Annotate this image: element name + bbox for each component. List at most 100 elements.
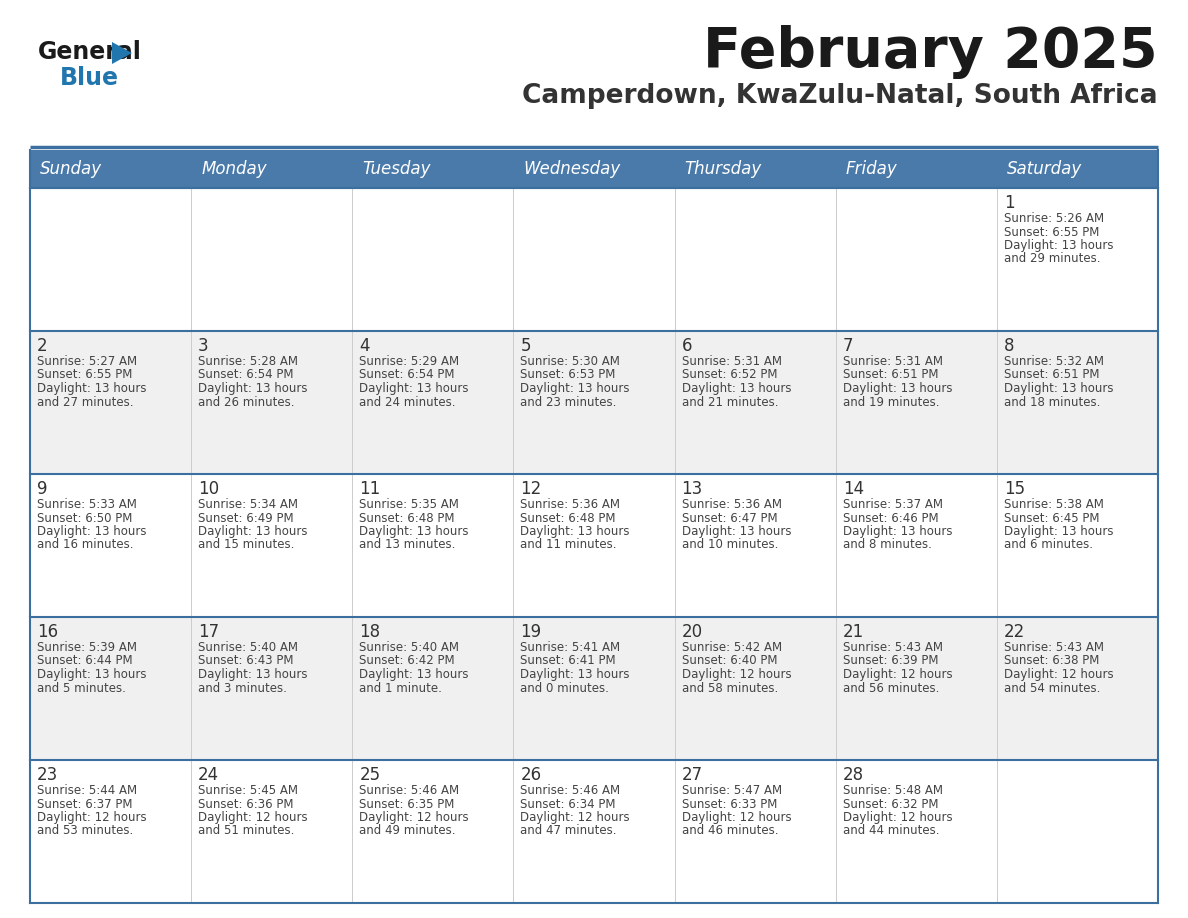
Text: Tuesday: Tuesday: [362, 160, 431, 178]
Bar: [835, 188, 997, 331]
Text: Sunrise: 5:48 AM: Sunrise: 5:48 AM: [842, 784, 943, 797]
Text: Sunrise: 5:43 AM: Sunrise: 5:43 AM: [1004, 641, 1104, 654]
Text: Sunrise: 5:42 AM: Sunrise: 5:42 AM: [682, 641, 782, 654]
Text: and 54 minutes.: and 54 minutes.: [1004, 681, 1100, 695]
Text: Monday: Monday: [201, 160, 267, 178]
Text: Daylight: 12 hours: Daylight: 12 hours: [682, 668, 791, 681]
Text: Sunset: 6:50 PM: Sunset: 6:50 PM: [37, 511, 132, 524]
Bar: [513, 188, 675, 331]
Text: and 0 minutes.: and 0 minutes.: [520, 681, 609, 695]
Text: Sunrise: 5:40 AM: Sunrise: 5:40 AM: [198, 641, 298, 654]
Text: and 19 minutes.: and 19 minutes.: [842, 396, 940, 409]
Bar: [30, 331, 191, 474]
Bar: [675, 617, 835, 760]
Text: Daylight: 13 hours: Daylight: 13 hours: [520, 525, 630, 538]
Text: Daylight: 13 hours: Daylight: 13 hours: [198, 382, 308, 395]
Text: Sunset: 6:36 PM: Sunset: 6:36 PM: [198, 798, 293, 811]
Text: Sunset: 6:46 PM: Sunset: 6:46 PM: [842, 511, 939, 524]
Text: Sunday: Sunday: [40, 160, 102, 178]
Text: Sunrise: 5:34 AM: Sunrise: 5:34 AM: [198, 498, 298, 511]
Text: Sunset: 6:51 PM: Sunset: 6:51 PM: [1004, 368, 1099, 382]
Text: and 44 minutes.: and 44 minutes.: [842, 824, 940, 837]
Text: and 18 minutes.: and 18 minutes.: [1004, 396, 1100, 409]
Text: Sunrise: 5:26 AM: Sunrise: 5:26 AM: [1004, 212, 1104, 225]
Text: Sunset: 6:44 PM: Sunset: 6:44 PM: [37, 655, 133, 667]
Text: Sunset: 6:32 PM: Sunset: 6:32 PM: [842, 798, 939, 811]
Text: and 29 minutes.: and 29 minutes.: [1004, 252, 1100, 265]
Text: General: General: [38, 40, 141, 64]
Text: 5: 5: [520, 337, 531, 355]
Bar: [997, 617, 1158, 760]
Text: Daylight: 13 hours: Daylight: 13 hours: [842, 382, 953, 395]
Bar: [513, 760, 675, 903]
Text: Sunrise: 5:43 AM: Sunrise: 5:43 AM: [842, 641, 943, 654]
Text: and 46 minutes.: and 46 minutes.: [682, 824, 778, 837]
Text: Sunset: 6:38 PM: Sunset: 6:38 PM: [1004, 655, 1099, 667]
Text: 19: 19: [520, 623, 542, 641]
Text: and 3 minutes.: and 3 minutes.: [198, 681, 287, 695]
Text: 6: 6: [682, 337, 693, 355]
Text: Blue: Blue: [61, 66, 119, 90]
Text: and 24 minutes.: and 24 minutes.: [359, 396, 456, 409]
Text: Sunset: 6:55 PM: Sunset: 6:55 PM: [37, 368, 132, 382]
Text: and 51 minutes.: and 51 minutes.: [198, 824, 295, 837]
Text: Daylight: 12 hours: Daylight: 12 hours: [842, 811, 953, 824]
Text: February 2025: February 2025: [703, 25, 1158, 79]
Text: 11: 11: [359, 480, 380, 498]
Text: and 21 minutes.: and 21 minutes.: [682, 396, 778, 409]
Text: Sunrise: 5:32 AM: Sunrise: 5:32 AM: [1004, 355, 1104, 368]
Bar: [353, 150, 513, 188]
Text: 20: 20: [682, 623, 702, 641]
Text: Sunset: 6:34 PM: Sunset: 6:34 PM: [520, 798, 615, 811]
Text: Daylight: 13 hours: Daylight: 13 hours: [359, 525, 469, 538]
Text: Sunset: 6:47 PM: Sunset: 6:47 PM: [682, 511, 777, 524]
Text: Daylight: 13 hours: Daylight: 13 hours: [1004, 525, 1113, 538]
Text: Sunrise: 5:28 AM: Sunrise: 5:28 AM: [198, 355, 298, 368]
Bar: [353, 331, 513, 474]
Text: and 53 minutes.: and 53 minutes.: [37, 824, 133, 837]
Bar: [675, 760, 835, 903]
Text: 14: 14: [842, 480, 864, 498]
Text: and 1 minute.: and 1 minute.: [359, 681, 442, 695]
Text: 22: 22: [1004, 623, 1025, 641]
Text: Daylight: 12 hours: Daylight: 12 hours: [682, 811, 791, 824]
Text: and 23 minutes.: and 23 minutes.: [520, 396, 617, 409]
Text: and 27 minutes.: and 27 minutes.: [37, 396, 133, 409]
Text: Sunrise: 5:37 AM: Sunrise: 5:37 AM: [842, 498, 943, 511]
Bar: [191, 760, 353, 903]
Text: Sunset: 6:41 PM: Sunset: 6:41 PM: [520, 655, 617, 667]
Text: 12: 12: [520, 480, 542, 498]
Text: Sunrise: 5:36 AM: Sunrise: 5:36 AM: [682, 498, 782, 511]
Bar: [353, 760, 513, 903]
Text: Daylight: 13 hours: Daylight: 13 hours: [37, 525, 146, 538]
Text: Daylight: 13 hours: Daylight: 13 hours: [198, 525, 308, 538]
Text: 17: 17: [198, 623, 220, 641]
Text: 8: 8: [1004, 337, 1015, 355]
Text: Sunrise: 5:44 AM: Sunrise: 5:44 AM: [37, 784, 137, 797]
Text: Sunrise: 5:40 AM: Sunrise: 5:40 AM: [359, 641, 460, 654]
Text: 15: 15: [1004, 480, 1025, 498]
Text: and 8 minutes.: and 8 minutes.: [842, 539, 931, 552]
Bar: [30, 150, 191, 188]
Text: Sunset: 6:53 PM: Sunset: 6:53 PM: [520, 368, 615, 382]
Bar: [997, 188, 1158, 331]
Text: Sunset: 6:55 PM: Sunset: 6:55 PM: [1004, 226, 1099, 239]
Bar: [835, 617, 997, 760]
Text: and 11 minutes.: and 11 minutes.: [520, 539, 617, 552]
Text: Sunset: 6:39 PM: Sunset: 6:39 PM: [842, 655, 939, 667]
Text: Sunrise: 5:41 AM: Sunrise: 5:41 AM: [520, 641, 620, 654]
Bar: [30, 617, 191, 760]
Bar: [675, 188, 835, 331]
Text: Sunset: 6:48 PM: Sunset: 6:48 PM: [359, 511, 455, 524]
Bar: [513, 474, 675, 617]
Bar: [191, 150, 353, 188]
Text: and 13 minutes.: and 13 minutes.: [359, 539, 456, 552]
Text: and 49 minutes.: and 49 minutes.: [359, 824, 456, 837]
Text: Sunrise: 5:33 AM: Sunrise: 5:33 AM: [37, 498, 137, 511]
Text: Daylight: 13 hours: Daylight: 13 hours: [37, 382, 146, 395]
Text: Sunrise: 5:29 AM: Sunrise: 5:29 AM: [359, 355, 460, 368]
Text: Sunset: 6:40 PM: Sunset: 6:40 PM: [682, 655, 777, 667]
Text: and 10 minutes.: and 10 minutes.: [682, 539, 778, 552]
Text: Daylight: 13 hours: Daylight: 13 hours: [682, 525, 791, 538]
Text: Sunset: 6:51 PM: Sunset: 6:51 PM: [842, 368, 939, 382]
